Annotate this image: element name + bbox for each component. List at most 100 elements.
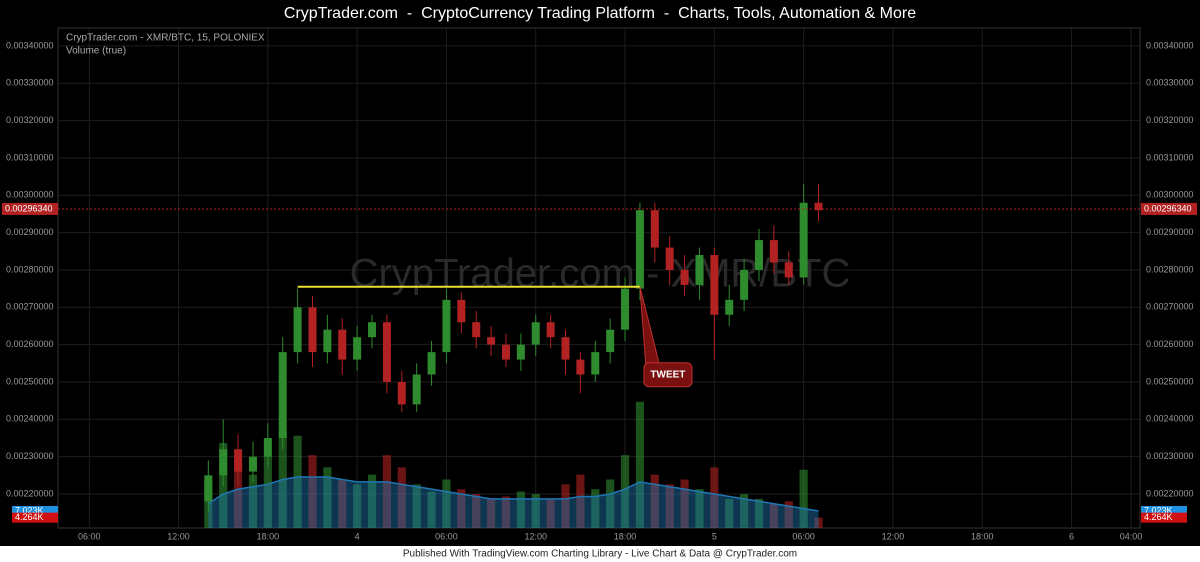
volume-bar	[710, 467, 719, 528]
candle-body	[606, 329, 615, 353]
last-price-tag	[2, 202, 58, 215]
y-tick-label-right: 0.00270000	[1146, 302, 1194, 312]
candle-body	[561, 337, 570, 360]
x-tick-label: 18:00	[614, 531, 637, 541]
x-tick-label: 18:00	[257, 531, 280, 541]
footer: Published With TradingView.com Charting …	[403, 549, 797, 560]
candle-body	[546, 322, 555, 338]
last-price-tag	[1141, 202, 1197, 215]
candle-body	[487, 337, 496, 345]
x-tick-label: 12:00	[524, 531, 547, 541]
callout-text: TWEET	[650, 369, 685, 380]
volume-bar	[382, 455, 392, 528]
candle-body	[740, 269, 749, 300]
candle-body	[353, 337, 362, 360]
volume-bar	[427, 491, 436, 528]
candle-body	[635, 210, 644, 289]
last-price-label: 0.00296340	[1144, 203, 1192, 213]
y-tick-label: 0.00280000	[6, 264, 54, 274]
x-tick-label: 06:00	[78, 531, 101, 541]
volume-bar	[308, 455, 317, 528]
y-tick-label: 0.00290000	[6, 227, 54, 237]
volume-bar	[338, 479, 347, 528]
volume-bar	[323, 467, 332, 528]
volume-bar	[531, 494, 540, 528]
volume-bar	[546, 498, 555, 528]
candle-body	[680, 269, 689, 285]
candle-body	[784, 262, 793, 278]
candle-body	[234, 449, 243, 472]
volume-bar	[233, 460, 243, 528]
volume-bar	[412, 484, 421, 528]
candle-body	[427, 352, 436, 375]
volume-bar	[248, 474, 258, 528]
y-tick-label: 0.00320000	[6, 115, 54, 125]
y-tick-label: 0.00270000	[6, 302, 54, 312]
y-tick-label: 0.00310000	[6, 152, 54, 162]
callout-box	[643, 362, 693, 388]
y-tick-label: 0.00340000	[6, 40, 54, 50]
candle-body	[472, 322, 481, 338]
volume-bar	[740, 494, 749, 528]
volume-tag	[12, 512, 58, 523]
y-tick-label-right: 0.00280000	[1146, 264, 1194, 274]
candle-body	[204, 475, 213, 502]
x-tick-label: 06:00	[435, 531, 458, 541]
volume-bar	[769, 503, 778, 528]
candle-body	[621, 288, 630, 330]
volume-bar	[561, 484, 570, 528]
y-tick-label-right: 0.00240000	[1146, 414, 1194, 424]
x-tick-label: 5	[712, 531, 717, 541]
y-tick-label-right: 0.00290000	[1146, 227, 1194, 237]
candle-body	[248, 456, 257, 472]
volume-bar	[635, 401, 645, 528]
candle-body	[442, 299, 451, 353]
x-tick-label: 6	[1069, 531, 1074, 541]
volume-bar	[680, 479, 689, 528]
x-tick-label: 18:00	[971, 531, 994, 541]
candle-body	[695, 255, 704, 285]
volume-ma-line	[207, 476, 819, 512]
candle-body	[368, 322, 377, 338]
volume-bar	[725, 498, 734, 528]
footer-bg	[0, 546, 1200, 562]
y-tick-label: 0.00250000	[6, 376, 54, 386]
watermark: CrypTrader.com - XMR/BTC	[350, 252, 851, 296]
y-tick-label: 0.00230000	[6, 451, 54, 461]
last-price-label: 0.00296340	[5, 203, 53, 213]
volume-bar	[367, 474, 377, 528]
volume-bar	[442, 479, 451, 528]
candle-body	[397, 381, 406, 405]
y-tick-label-right: 0.00310000	[1146, 152, 1194, 162]
candle-body	[293, 307, 302, 353]
volume-bar	[784, 501, 793, 528]
candle-body	[501, 344, 510, 360]
candle-body	[710, 255, 719, 315]
volume-tag	[1141, 512, 1187, 523]
volume-bar	[472, 494, 481, 528]
volume-bar	[576, 474, 585, 528]
volume-bar	[263, 455, 272, 528]
y-tick-label-right: 0.00340000	[1146, 40, 1194, 50]
candle-body	[338, 329, 347, 360]
volume-bar	[650, 474, 659, 528]
volume-bar	[620, 455, 630, 528]
volume-tag-label: 4.264K	[1144, 512, 1173, 522]
volume-bar	[353, 484, 362, 528]
volume-bar	[501, 496, 511, 528]
x-tick-label: 04:00	[1120, 531, 1143, 541]
y-tick-label: 0.00260000	[6, 339, 54, 349]
y-tick-label-right: 0.00320000	[1146, 115, 1194, 125]
volume-bar	[293, 435, 302, 528]
y-tick-label: 0.00240000	[6, 414, 54, 424]
candle-body	[278, 352, 287, 439]
volume-bar	[754, 498, 764, 528]
volume-tag	[12, 505, 58, 516]
candle-body	[591, 352, 600, 375]
volume-bar	[397, 467, 406, 528]
volume-ma-area	[208, 477, 819, 528]
volume-bar	[814, 517, 823, 528]
candle-body	[219, 449, 228, 476]
